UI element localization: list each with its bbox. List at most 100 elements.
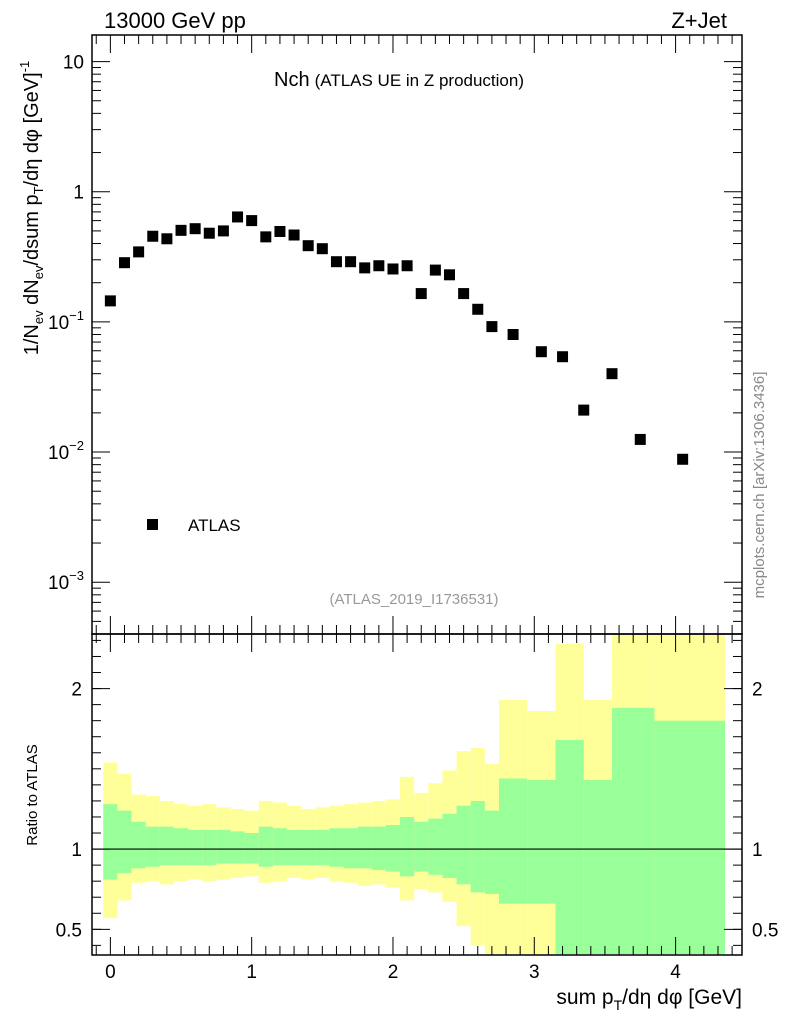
main-y-tick-label-4: 10 — [63, 53, 84, 74]
ratio-y-tick-label-left-0: 0.5 — [56, 920, 82, 941]
stat-band-bin-9 — [230, 831, 245, 864]
data-point-34 — [677, 453, 689, 465]
ratio-bands — [103, 635, 726, 954]
main-markers — [104, 211, 689, 465]
stat-band-bin-14 — [301, 829, 316, 866]
data-point-2 — [133, 246, 145, 258]
stat-band-bin-30 — [555, 739, 584, 954]
stat-band-bin-26 — [470, 800, 485, 893]
legend-marker-atlas — [147, 519, 158, 530]
main-y-tick-label-0: 10−3 — [48, 568, 84, 594]
stat-band-bin-11 — [258, 826, 273, 867]
data-point-15 — [316, 243, 328, 255]
stat-band-bin-8 — [216, 829, 231, 864]
stat-band-bin-18 — [357, 826, 372, 869]
process-label: Z+Jet — [671, 8, 727, 33]
data-point-33 — [634, 433, 646, 445]
data-point-6 — [189, 223, 201, 235]
x-tick-label-4: 4 — [670, 962, 681, 983]
stat-band-bin-17 — [343, 828, 358, 869]
data-point-17 — [345, 256, 357, 268]
data-point-24 — [444, 269, 455, 281]
data-point-25 — [458, 288, 470, 300]
data-point-28 — [507, 329, 519, 340]
data-point-13 — [288, 229, 300, 241]
ratio-y-tick-label-right-0: 0.5 — [752, 920, 778, 941]
stat-band-bin-21 — [400, 816, 415, 877]
stat-band-bin-7 — [202, 829, 217, 866]
stat-band-bin-1 — [117, 810, 132, 874]
ratio-y-axis-label: Ratio to ATLAS — [24, 744, 41, 845]
stat-band-bin-4 — [159, 826, 174, 866]
stat-band-bin-20 — [385, 824, 401, 872]
data-point-27 — [486, 321, 498, 333]
stat-band-bin-16 — [329, 828, 344, 867]
data-point-5 — [175, 224, 187, 236]
stat-band-bin-33 — [654, 720, 726, 954]
data-point-9 — [232, 211, 244, 223]
stat-band-bin-25 — [456, 805, 471, 885]
data-point-10 — [246, 215, 258, 227]
side-label: mcplots.cern.ch [arXiv:1306.3436] — [751, 372, 768, 599]
data-point-32 — [606, 368, 618, 380]
stat-band-bin-5 — [173, 828, 189, 866]
data-point-18 — [359, 262, 371, 274]
data-point-11 — [260, 231, 272, 243]
ratio-y-tick-label-right-1: 1 — [752, 840, 763, 861]
data-point-0 — [104, 295, 116, 307]
data-point-7 — [203, 227, 215, 239]
stat-band-bin-27 — [484, 810, 499, 895]
stat-band-bin-13 — [287, 829, 302, 866]
data-point-16 — [330, 256, 342, 268]
main-axis-ticks: 10−3 10−2 10−1 1 10 — [48, 35, 742, 635]
main-y-tick-label-1: 10−2 — [48, 438, 84, 464]
stat-band-bin-6 — [188, 829, 203, 866]
main-y-tick-label-3: 1 — [73, 183, 84, 204]
stat-band-bin-2 — [131, 821, 146, 869]
data-point-23 — [429, 264, 441, 276]
stat-band-bin-3 — [145, 826, 160, 867]
data-point-12 — [274, 225, 286, 237]
x-tick-label-2: 2 — [388, 962, 399, 983]
data-point-26 — [472, 303, 484, 315]
stat-band-bin-10 — [244, 833, 259, 864]
stat-band-bin-29 — [527, 780, 556, 904]
data-point-4 — [161, 233, 173, 245]
x-tick-label-1: 1 — [246, 962, 257, 983]
stat-band-bin-24 — [442, 813, 457, 878]
x-axis-label: sum pT/dη dφ [GeV] — [556, 986, 742, 1013]
x-tick-label-3: 3 — [529, 962, 540, 983]
legend-label-atlas: ATLAS — [188, 516, 241, 535]
ratio-y-tick-label-left-2: 2 — [71, 680, 82, 701]
stat-band-bin-32 — [612, 707, 655, 954]
data-point-8 — [217, 225, 229, 237]
data-point-30 — [557, 351, 569, 363]
stat-band-bin-15 — [315, 829, 330, 866]
analysis-id: (ATLAS_2019_I1736531) — [329, 591, 498, 608]
main-plot-frame — [91, 34, 743, 635]
data-point-1 — [119, 257, 130, 269]
ratio-y-tick-label-left-1: 1 — [71, 840, 82, 861]
data-point-3 — [147, 230, 159, 242]
stat-band-bin-22 — [414, 821, 429, 872]
energy-label: 13000 GeV pp — [104, 8, 246, 33]
stat-band-bin-12 — [272, 828, 287, 866]
stat-band-bin-19 — [371, 826, 386, 870]
data-point-19 — [373, 260, 385, 272]
stat-band-bin-23 — [428, 818, 443, 875]
main-plot-title: Nch (ATLAS UE in Z production) — [274, 69, 524, 91]
stat-band-bin-0 — [103, 804, 118, 880]
main-y-axis-label: 1/Nev dNev/dsum pT/dη dφ [GeV]-1 — [17, 61, 46, 356]
data-point-21 — [401, 260, 413, 272]
main-y-tick-label-2: 10−1 — [48, 308, 84, 334]
stat-band-bin-28 — [498, 778, 528, 904]
data-point-20 — [387, 263, 399, 275]
ratio-y-tick-label-right-2: 2 — [752, 680, 763, 701]
x-tick-label-0: 0 — [105, 962, 116, 983]
stat-band-bin-31 — [583, 780, 612, 954]
data-point-22 — [415, 288, 427, 300]
data-point-29 — [535, 346, 547, 358]
ratio-plot-frame — [91, 633, 743, 956]
data-point-14 — [302, 240, 314, 252]
